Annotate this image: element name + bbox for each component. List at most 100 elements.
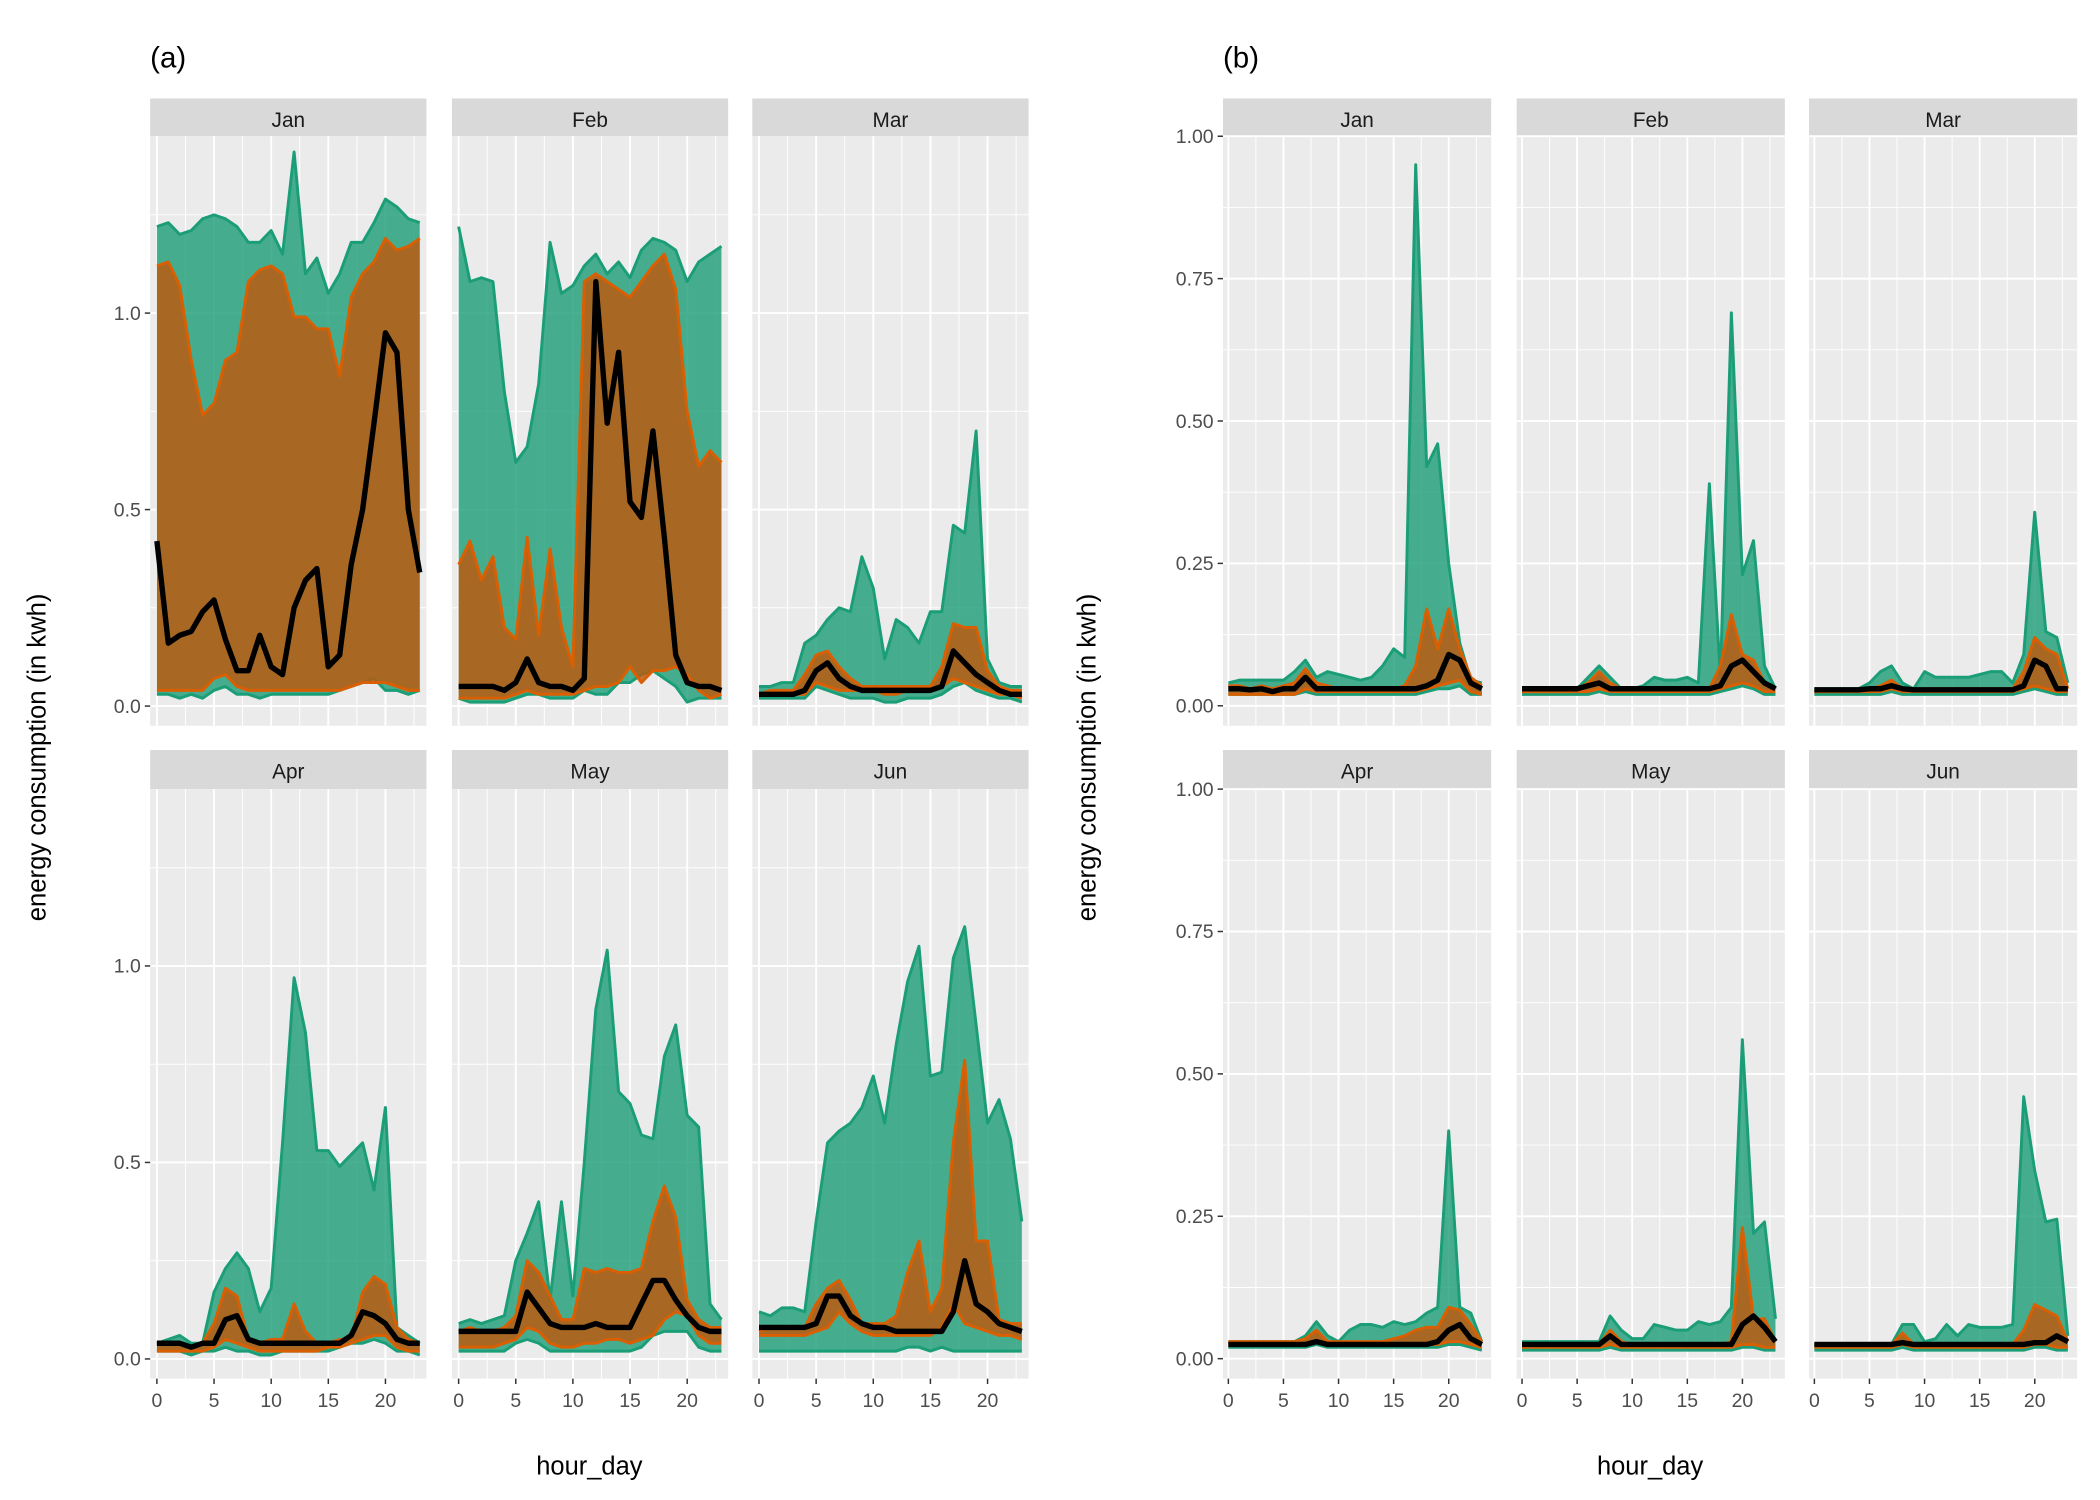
- inner-band-lower-line: [458, 665, 722, 700]
- x-tick-label: 10: [260, 1390, 282, 1412]
- y-tick-label: 0.00: [1176, 1348, 1214, 1370]
- outer-band-lower-line: [759, 1345, 1022, 1353]
- facet-panel-mar: Mar: [752, 98, 1029, 726]
- y-tick-label: 0.50: [1176, 411, 1214, 433]
- median-line: [458, 278, 723, 694]
- inner-band-area: [1228, 1307, 1482, 1348]
- facet-panel-may: May 0 5 10 15 20: [451, 750, 729, 1412]
- x-axis-title: hour_day: [536, 1452, 642, 1480]
- outer-band-upper-line: [457, 226, 723, 464]
- x-tick-label: 15: [619, 1390, 641, 1412]
- facet-strip: [1809, 750, 2078, 790]
- facet-strip-label: Feb: [1633, 109, 1669, 132]
- inner-band-lower-line: [1228, 678, 1483, 696]
- panel-tag: (b): [1223, 41, 1259, 74]
- outer-band-area: [1228, 164, 1482, 695]
- median-line: [1814, 657, 2068, 693]
- inner-band-area: [759, 623, 1022, 699]
- facet-strip: [752, 98, 1029, 137]
- facet-panel-apr: Apr 0.0 0.5 1.0 0 5 10 15 20: [114, 750, 427, 1412]
- x-tick-label: 15: [317, 1390, 339, 1412]
- x-tick-label: 15: [1969, 1390, 1991, 1412]
- facet-panel-feb: Feb: [1516, 98, 1785, 726]
- median-line: [759, 1258, 1023, 1335]
- facet-strip: [1222, 98, 1492, 137]
- facet-strip: [451, 98, 729, 137]
- facet-strip: [1222, 750, 1492, 790]
- x-tick-label: 0: [453, 1390, 464, 1412]
- x-tick-label: 20: [977, 1390, 999, 1412]
- inner-band-lower-line: [759, 1302, 1023, 1341]
- y-tick-label: 0.75: [1176, 921, 1214, 943]
- facet-panel-jun: Jun 0 5 10 15 20: [1809, 750, 2078, 1412]
- y-tick-label: 1.00: [1176, 779, 1214, 801]
- median-line: [1228, 1321, 1484, 1348]
- inner-band-lower-line: [1522, 1342, 1776, 1349]
- inner-band-upper-line: [156, 236, 421, 417]
- x-tick-label: 0: [1517, 1390, 1528, 1412]
- x-tick-label: 10: [562, 1390, 584, 1412]
- outer-band-upper-line: [156, 150, 421, 295]
- facet-strip-label: Mar: [1925, 109, 1961, 132]
- x-tick-label: 5: [1864, 1390, 1875, 1412]
- inner-band-area: [1814, 637, 2068, 692]
- inner-band-area: [1522, 1227, 1776, 1348]
- facet-panel-jan: Jan 0.00 0.25 0.50 0.75 1.00: [1176, 98, 1492, 726]
- facet-strip-label: Mar: [873, 109, 909, 132]
- facet-strip: [1516, 750, 1785, 790]
- x-tick-label: 20: [375, 1390, 397, 1412]
- inner-band-area: [1228, 608, 1482, 695]
- inner-band-lower-line: [458, 1310, 722, 1349]
- outer-band-area: [1522, 312, 1776, 695]
- facet-strip-label: Apr: [272, 760, 304, 783]
- median-line: [759, 648, 1022, 697]
- y-tick-label: 0.00: [1176, 695, 1214, 717]
- y-tick-label: 0.0: [114, 696, 141, 718]
- x-axis-title: hour_day: [1597, 1452, 1703, 1480]
- facet-panel-may: May 0 5 10 15 20: [1517, 750, 1785, 1412]
- outer-band-lower-line: [458, 1329, 722, 1353]
- inner-band-lower-line: [156, 673, 420, 692]
- facet-strip-label: Feb: [572, 109, 608, 132]
- x-tick-label: 20: [1732, 1390, 1754, 1412]
- facet-strip-label: Apr: [1341, 760, 1373, 783]
- x-tick-label: 5: [1572, 1390, 1583, 1412]
- facet-strip-label: Jan: [1340, 109, 1373, 132]
- inner-band-upper-line: [457, 252, 723, 669]
- y-tick-label: 0.25: [1176, 1206, 1214, 1228]
- x-tick-label: 20: [676, 1390, 698, 1412]
- chart-a: (a) Jan 0.0 0.5 1.0 Feb Mar Apr 0.0 0.5 1.0 0 5 10 15 2…: [24, 41, 1029, 1480]
- median-line: [154, 330, 423, 678]
- facet-panel-jun: Jun 0 5 10 15 20: [752, 750, 1029, 1412]
- y-tick-label: 1.00: [1176, 126, 1214, 148]
- chart-b: (b) Jan 0.00 0.25 0.50 0.75 1.00 Feb Mar Apr 0.00 0…: [1074, 41, 2078, 1480]
- facet-strip: [1516, 98, 1785, 137]
- outer-band-area: [156, 977, 420, 1355]
- outer-band-upper-line: [1522, 1038, 1777, 1344]
- inner-band-lower-line: [156, 1333, 420, 1353]
- facet-strip-label: Jun: [874, 760, 907, 783]
- outer-band-lower-line: [1228, 1342, 1483, 1352]
- median-line: [1228, 651, 1484, 695]
- x-tick-label: 5: [1278, 1390, 1289, 1412]
- facet-strip: [150, 98, 427, 137]
- facet-strip-label: Jan: [272, 109, 305, 132]
- outer-band-upper-line: [1227, 163, 1483, 685]
- y-tick-label: 1.0: [114, 956, 141, 978]
- outer-band-lower-line: [458, 669, 722, 704]
- outer-band-upper-line: [758, 925, 1024, 1318]
- facet-strip-label: Jun: [1926, 760, 1959, 783]
- facet-strip-label: May: [1631, 760, 1671, 783]
- median-line: [1522, 657, 1777, 692]
- inner-band-lower-line: [759, 677, 1023, 700]
- y-tick-label: 1.0: [114, 303, 141, 325]
- outer-band-lower-line: [1522, 1345, 1776, 1352]
- facet-strip: [1809, 98, 2078, 137]
- facet-panel-feb: Feb: [451, 98, 729, 726]
- x-tick-label: 15: [1677, 1390, 1699, 1412]
- facet-strip: [451, 750, 729, 790]
- x-tick-label: 10: [1328, 1390, 1350, 1412]
- inner-band-area: [156, 238, 420, 691]
- inner-band-upper-line: [758, 622, 1022, 696]
- outer-band-lower-line: [1814, 687, 2068, 696]
